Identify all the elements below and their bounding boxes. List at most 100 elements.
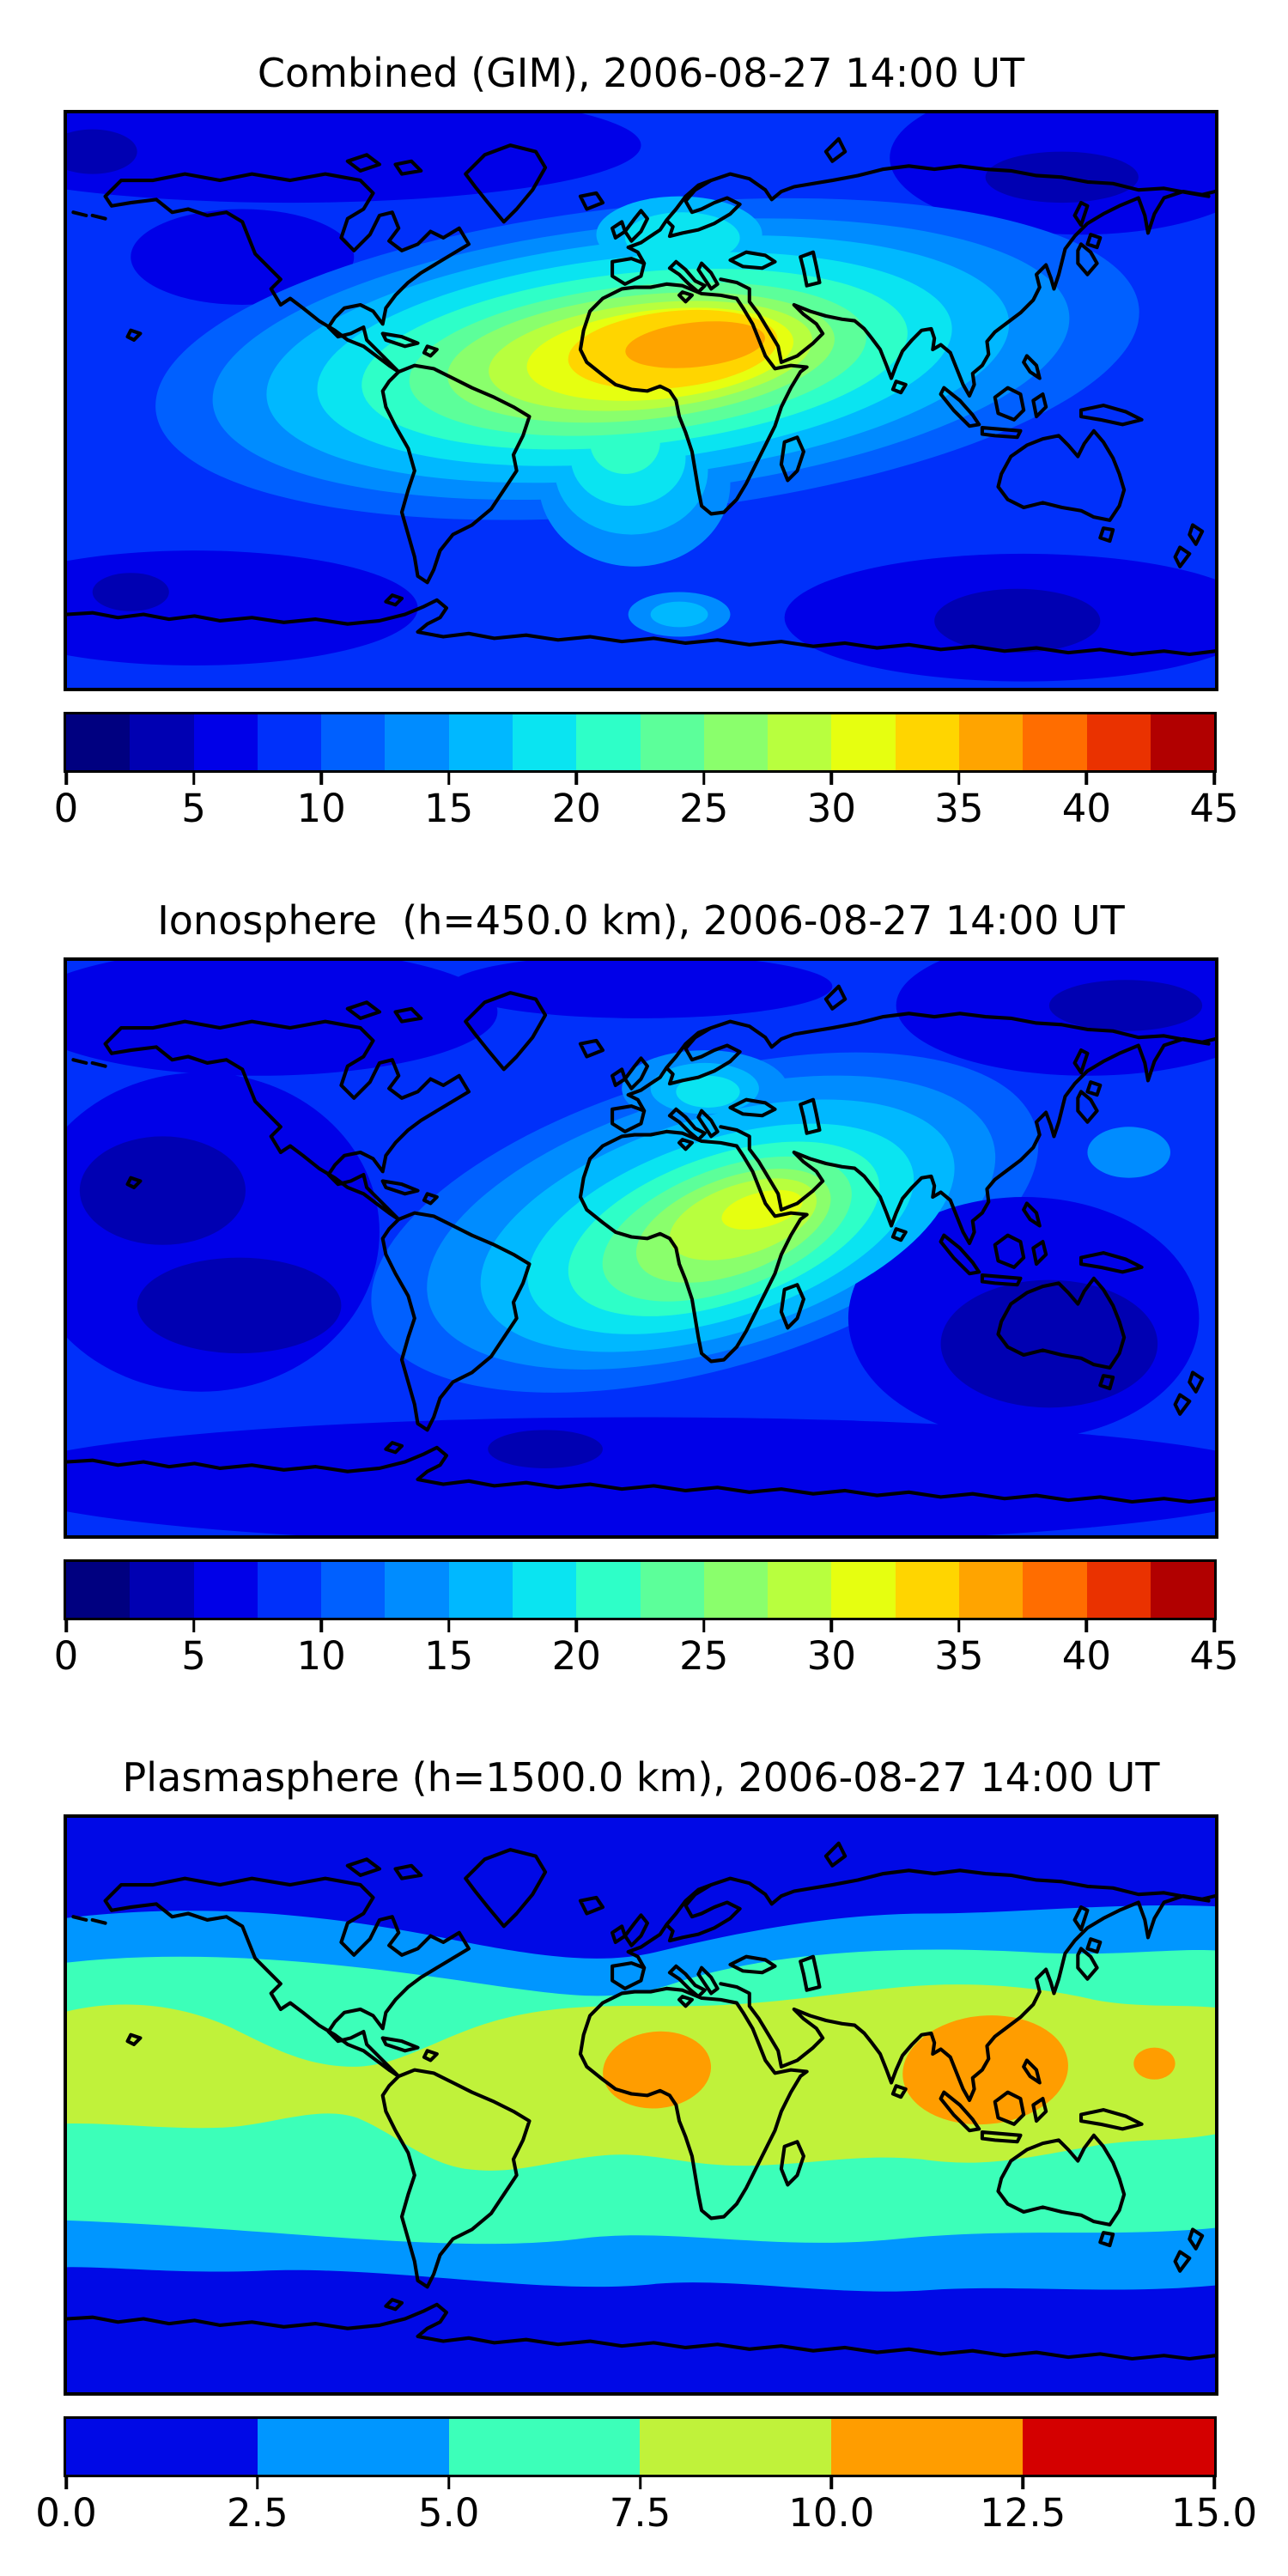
colorbar-tick [1021,2477,1024,2489]
colorbar-tick-label: 35 [934,786,984,831]
colorbar-segment [512,714,577,770]
world-map-combined [64,110,1218,691]
colorbar-tick-label: 30 [806,786,856,831]
figure-title: Ionosphere (h=450.0 km), 2006-08-27 14:0… [157,897,1125,944]
colorbar-tick-label: 5.0 [417,2490,480,2536]
colorbar-tick [1084,1620,1089,1632]
contour-region [67,961,498,1076]
contour-region [79,1136,246,1245]
colorbar-segment [66,1562,131,1618]
colorbar-tick-label: 2.5 [227,2490,289,2536]
contour-region [625,321,765,368]
colorbar-segment [1023,714,1087,770]
colorbar-tick-labels: 0 5 10 15 20 25 30 35 40 45 [54,785,1239,833]
colorbar-ticks [64,1620,1216,1632]
colorbar-segment [640,1562,704,1618]
colorbar-tick-label: 10 [296,1633,346,1679]
contour-region [650,601,708,628]
colorbar-tick-label: 25 [679,1633,729,1679]
colorbar-segment [130,1562,194,1618]
colorbar-tick [702,773,706,785]
colorbar-tick [1212,773,1216,785]
colorbar-tick-label: 0 [53,786,79,831]
world-map-ionosphere [64,957,1218,1539]
contour-region [940,1279,1158,1408]
colorbar-segment [257,1562,322,1618]
colorbar-tick [1084,773,1089,785]
colorbar-segment [895,1562,959,1618]
colorbar-tick-label: 7.5 [609,2490,671,2536]
colorbar-segment [768,1562,832,1618]
contour-region [67,1417,1215,1535]
colorbar-tick-label: 45 [1189,1633,1239,1679]
colorbar-segment [895,714,959,770]
colorbar-segment [512,1562,577,1618]
colorbar-tick-label: 30 [806,1633,856,1679]
colorbar-ticks [64,2477,1216,2489]
colorbar-tick-label: 0 [53,1633,79,1679]
contour-region [902,2015,1068,2125]
world-map-plasmasphere [64,1814,1218,2396]
colorbar-tick-label: 15 [424,786,474,831]
contour-region [934,588,1101,653]
colorbar-tick [1212,1620,1216,1632]
colorbar-tick-label: 45 [1189,786,1239,831]
contour-region [449,961,833,1018]
colorbar-tick [957,1620,961,1632]
contour-bands [67,1905,1215,2292]
colorbar-tick-label: 5 [181,786,206,831]
colorbar-tick [64,1620,68,1632]
colorbar-segment [576,714,641,770]
contour-region [137,1257,342,1354]
colorbar-tick [191,773,196,785]
colorbar-tick [319,1620,323,1632]
colorbar-segment [448,714,513,770]
colorbar-tick [574,1620,578,1632]
colorbar-segment [1150,714,1215,770]
colorbar-tick-label: 35 [934,1633,984,1679]
colorbar-tick-label: 10 [296,786,346,831]
colorbar: 0 5 10 15 20 25 30 35 40 45 [54,712,1239,833]
colorbar-gradient [64,2416,1217,2477]
colorbar-segment [1086,714,1151,770]
colorbar-segment [576,1562,641,1618]
colorbar-segment [193,714,258,770]
colorbar-segment [448,1562,513,1618]
colorbar-segment [703,1562,769,1618]
colorbar-segment [640,2419,832,2475]
colorbar-tick [638,2477,642,2489]
colorbar-tick-label: 15.0 [1170,2490,1258,2536]
contour-region [1087,1127,1171,1178]
contour-region [676,1075,740,1108]
colorbar-segment [257,714,322,770]
colorbar-segment [1023,1562,1087,1618]
colorbar-tick [447,1620,451,1632]
contour-region [488,1430,603,1468]
colorbar-tick [64,2477,68,2489]
colorbar-tick-label: 25 [679,786,729,831]
colorbar-tick-labels: 0 5 10 15 20 25 30 35 40 45 [54,1632,1239,1680]
colorbar-tick-label: 20 [551,786,601,831]
colorbar-tick-label: 15 [424,1633,474,1679]
colorbar-segment [321,1562,386,1618]
contour-region [1048,980,1203,1031]
colorbar-tick [829,2477,834,2489]
colorbar-tick-label: 40 [1061,786,1112,831]
colorbar-segment [831,714,896,770]
colorbar-segment [1086,1562,1151,1618]
colorbar-segment [640,714,704,770]
colorbar-segment [831,2419,1024,2475]
colorbar-segment [257,2419,449,2475]
colorbar-segment [1150,1562,1215,1618]
colorbar-tick [256,2477,259,2489]
contour-region [603,2031,712,2109]
colorbar: 0 5 10 15 20 25 30 35 40 45 [54,1559,1239,1680]
colorbar-tick-label: 10.0 [788,2490,875,2536]
colorbar-segment [130,714,194,770]
colorbar-tick [829,1620,834,1632]
colorbar-segment [831,1562,896,1618]
colorbar-gradient [64,712,1217,773]
colorbar-tick-label: 12.5 [980,2490,1066,2536]
colorbar-tick [957,773,961,785]
colorbar-tick [574,773,578,785]
